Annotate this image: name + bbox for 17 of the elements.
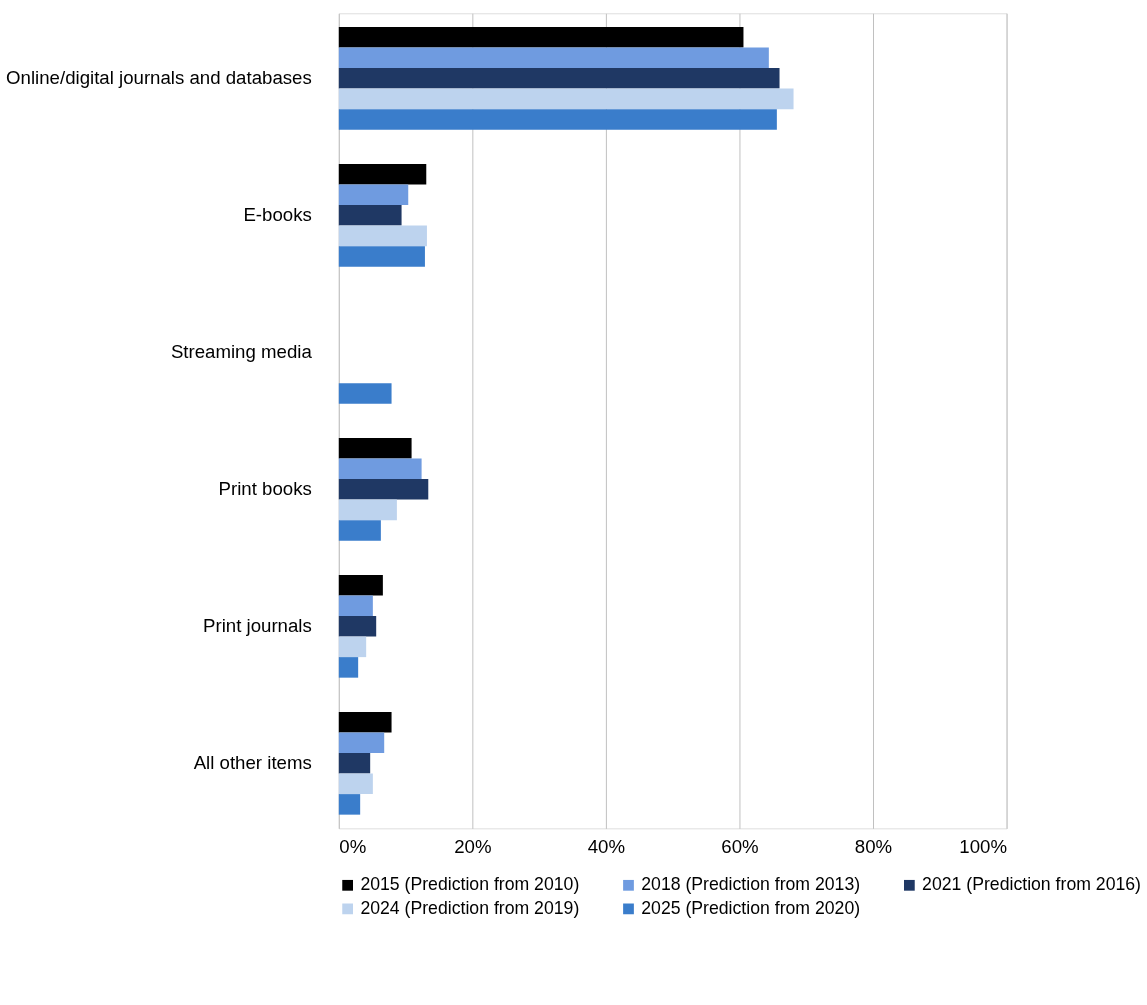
y-tick-label: E-books [243, 204, 312, 226]
legend-label: 2021 (Prediction from 2016) [922, 874, 1141, 895]
y-tick-label: All other items [193, 752, 312, 774]
y-tick-label: Print journals [202, 615, 312, 637]
legend-label: 2015 (Prediction from 2010) [360, 874, 580, 895]
y-tick-label: Online/digital journals and databases [6, 67, 312, 89]
x-tick-label: 100% [959, 836, 1008, 858]
x-tick-label: 0% [339, 836, 367, 858]
x-tick-label: 20% [454, 836, 492, 858]
x-tick-label: 80% [854, 836, 893, 858]
legend-label: 2025 (Prediction from 2020) [641, 897, 861, 918]
x-tick-label: 40% [587, 836, 626, 858]
legend-label: 2024 (Prediction from 2019) [360, 897, 580, 918]
y-tick-label: Streaming media [170, 341, 313, 363]
legend-label: 2018 (Prediction from 2013) [641, 874, 861, 895]
x-tick-label: 60% [721, 836, 759, 858]
y-tick-label: Print books [218, 478, 312, 500]
